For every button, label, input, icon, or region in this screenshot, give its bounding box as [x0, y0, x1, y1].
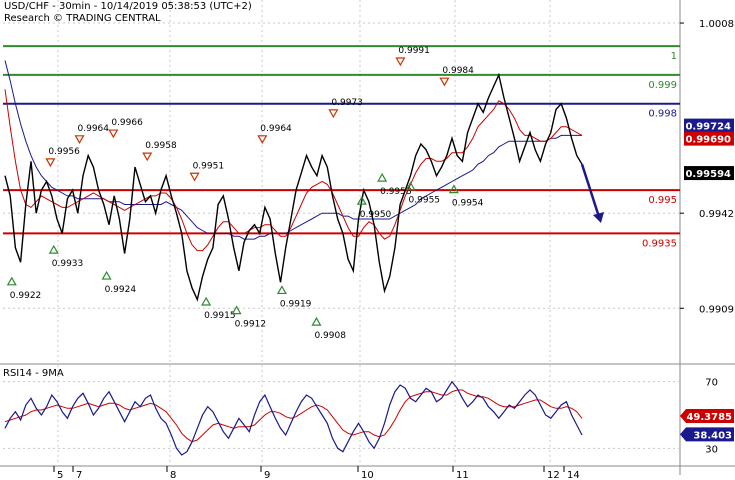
swing-low-label: 0.9919 — [280, 299, 312, 309]
rsi-ma-line — [4, 389, 583, 443]
swing-high-marker — [328, 109, 339, 119]
swing-markers: 0.99560.99640.99660.99580.99510.99640.99… — [6, 46, 484, 341]
swing-low-marker — [231, 305, 242, 315]
swing-high-label: 0.9964 — [78, 124, 110, 134]
level-label: 0.9935 — [642, 238, 677, 249]
price-tick-label: 1.0008 — [699, 19, 734, 30]
price-axis: 1.0008 0.9942 0.9909 0.99724 0.99690 0.99594 — [680, 19, 734, 315]
swing-low-marker — [201, 296, 212, 306]
rsi-grid — [3, 365, 680, 465]
swing-low-marker — [311, 316, 322, 326]
level-label: 0.995 — [648, 195, 677, 206]
swing-low-marker — [405, 181, 416, 191]
swing-high-label: 0.9984 — [442, 66, 474, 76]
time-tick-label: 12 — [547, 470, 560, 480]
time-tick-label: 10 — [361, 470, 374, 480]
price-box-label: 0.99594 — [685, 169, 731, 180]
rsi-title: RSI14 - 9MA — [3, 368, 64, 379]
rsi-value-label: 49.3785 — [686, 412, 732, 423]
swing-low-marker — [101, 270, 112, 280]
swing-high-marker — [74, 135, 85, 145]
swing-high-marker — [257, 135, 268, 145]
rsi-value-label: 38.403 — [693, 430, 732, 441]
swing-high-label: 0.9991 — [398, 46, 430, 56]
projection-arrow-line — [580, 163, 601, 218]
level-label: 0.998 — [648, 109, 677, 120]
price-line — [4, 72, 583, 302]
swing-low-label: 0.9958 — [380, 187, 412, 197]
swing-low-label: 0.9950 — [360, 210, 392, 220]
swing-high-marker — [439, 77, 450, 87]
swing-low-label: 0.9915 — [204, 311, 236, 321]
swing-low-label: 0.9955 — [409, 196, 441, 206]
price-box-label: 0.99690 — [685, 135, 731, 146]
price-box-label: 0.99724 — [685, 122, 731, 133]
swing-low-label: 0.9954 — [452, 199, 484, 209]
swing-high-marker — [108, 129, 119, 139]
swing-low-marker — [48, 244, 59, 254]
time-tick-label: 9 — [264, 470, 270, 480]
ma-fast-line — [4, 89, 583, 252]
swing-high-label: 0.9956 — [48, 147, 80, 157]
swing-low-label: 0.9924 — [105, 285, 137, 295]
chart-subtitle: Research © TRADING CENTRAL — [4, 13, 161, 24]
swing-low-marker — [377, 172, 388, 182]
price-tick-label: 0.9909 — [699, 304, 734, 315]
swing-low-label: 0.9908 — [314, 331, 346, 341]
time-tick-label: 14 — [567, 470, 580, 480]
time-axis: 5 7 8 9 10 11 12 14 — [53, 466, 580, 480]
time-tick-label: 11 — [456, 470, 469, 480]
price-series — [4, 60, 604, 302]
swing-high-label: 0.9951 — [193, 161, 225, 171]
price-box — [684, 118, 734, 133]
level-label: 0.999 — [648, 80, 677, 91]
rsi-tick-label: 30 — [705, 444, 718, 455]
rsi-value-box — [680, 409, 734, 424]
swing-high-label: 0.9958 — [145, 141, 177, 151]
swing-low-marker — [448, 184, 459, 194]
time-tick-label: 5 — [57, 470, 63, 480]
chart-title: USD/CHF - 30min - 10/14/2019 05:38:53 (U… — [4, 1, 252, 12]
rsi-value-box — [680, 427, 734, 442]
support-resistance-levels: 1 0.999 0.998 0.995 0.9935 — [3, 45, 680, 249]
projection-arrow-head — [593, 211, 604, 223]
price-box — [684, 131, 734, 146]
rsi-tick-label: 70 — [705, 378, 718, 389]
swing-low-marker — [356, 195, 367, 205]
price-box — [684, 166, 734, 181]
price-tick-label: 0.9942 — [699, 209, 734, 220]
swing-low-label: 0.9933 — [52, 259, 84, 269]
rsi-series — [4, 380, 583, 456]
ma-slow-line — [4, 60, 582, 240]
swing-low-label: 0.9912 — [235, 320, 267, 330]
time-tick-label: 7 — [76, 470, 82, 480]
level-label: 1 — [671, 51, 677, 62]
swing-high-marker — [142, 152, 153, 162]
swing-high-marker — [395, 57, 406, 67]
rsi-line — [4, 380, 583, 456]
rsi-axis: 70 30 49.3785 38.403 — [680, 378, 734, 455]
swing-low-marker — [6, 276, 17, 286]
swing-high-marker — [45, 158, 56, 168]
swing-high-label: 0.9966 — [111, 118, 143, 128]
swing-high-label: 0.9973 — [331, 98, 363, 108]
swing-low-marker — [276, 285, 287, 295]
swing-high-label: 0.9964 — [260, 124, 292, 134]
swing-high-marker — [189, 172, 200, 182]
swing-low-label: 0.9922 — [10, 291, 42, 301]
time-tick-label: 8 — [170, 470, 176, 480]
